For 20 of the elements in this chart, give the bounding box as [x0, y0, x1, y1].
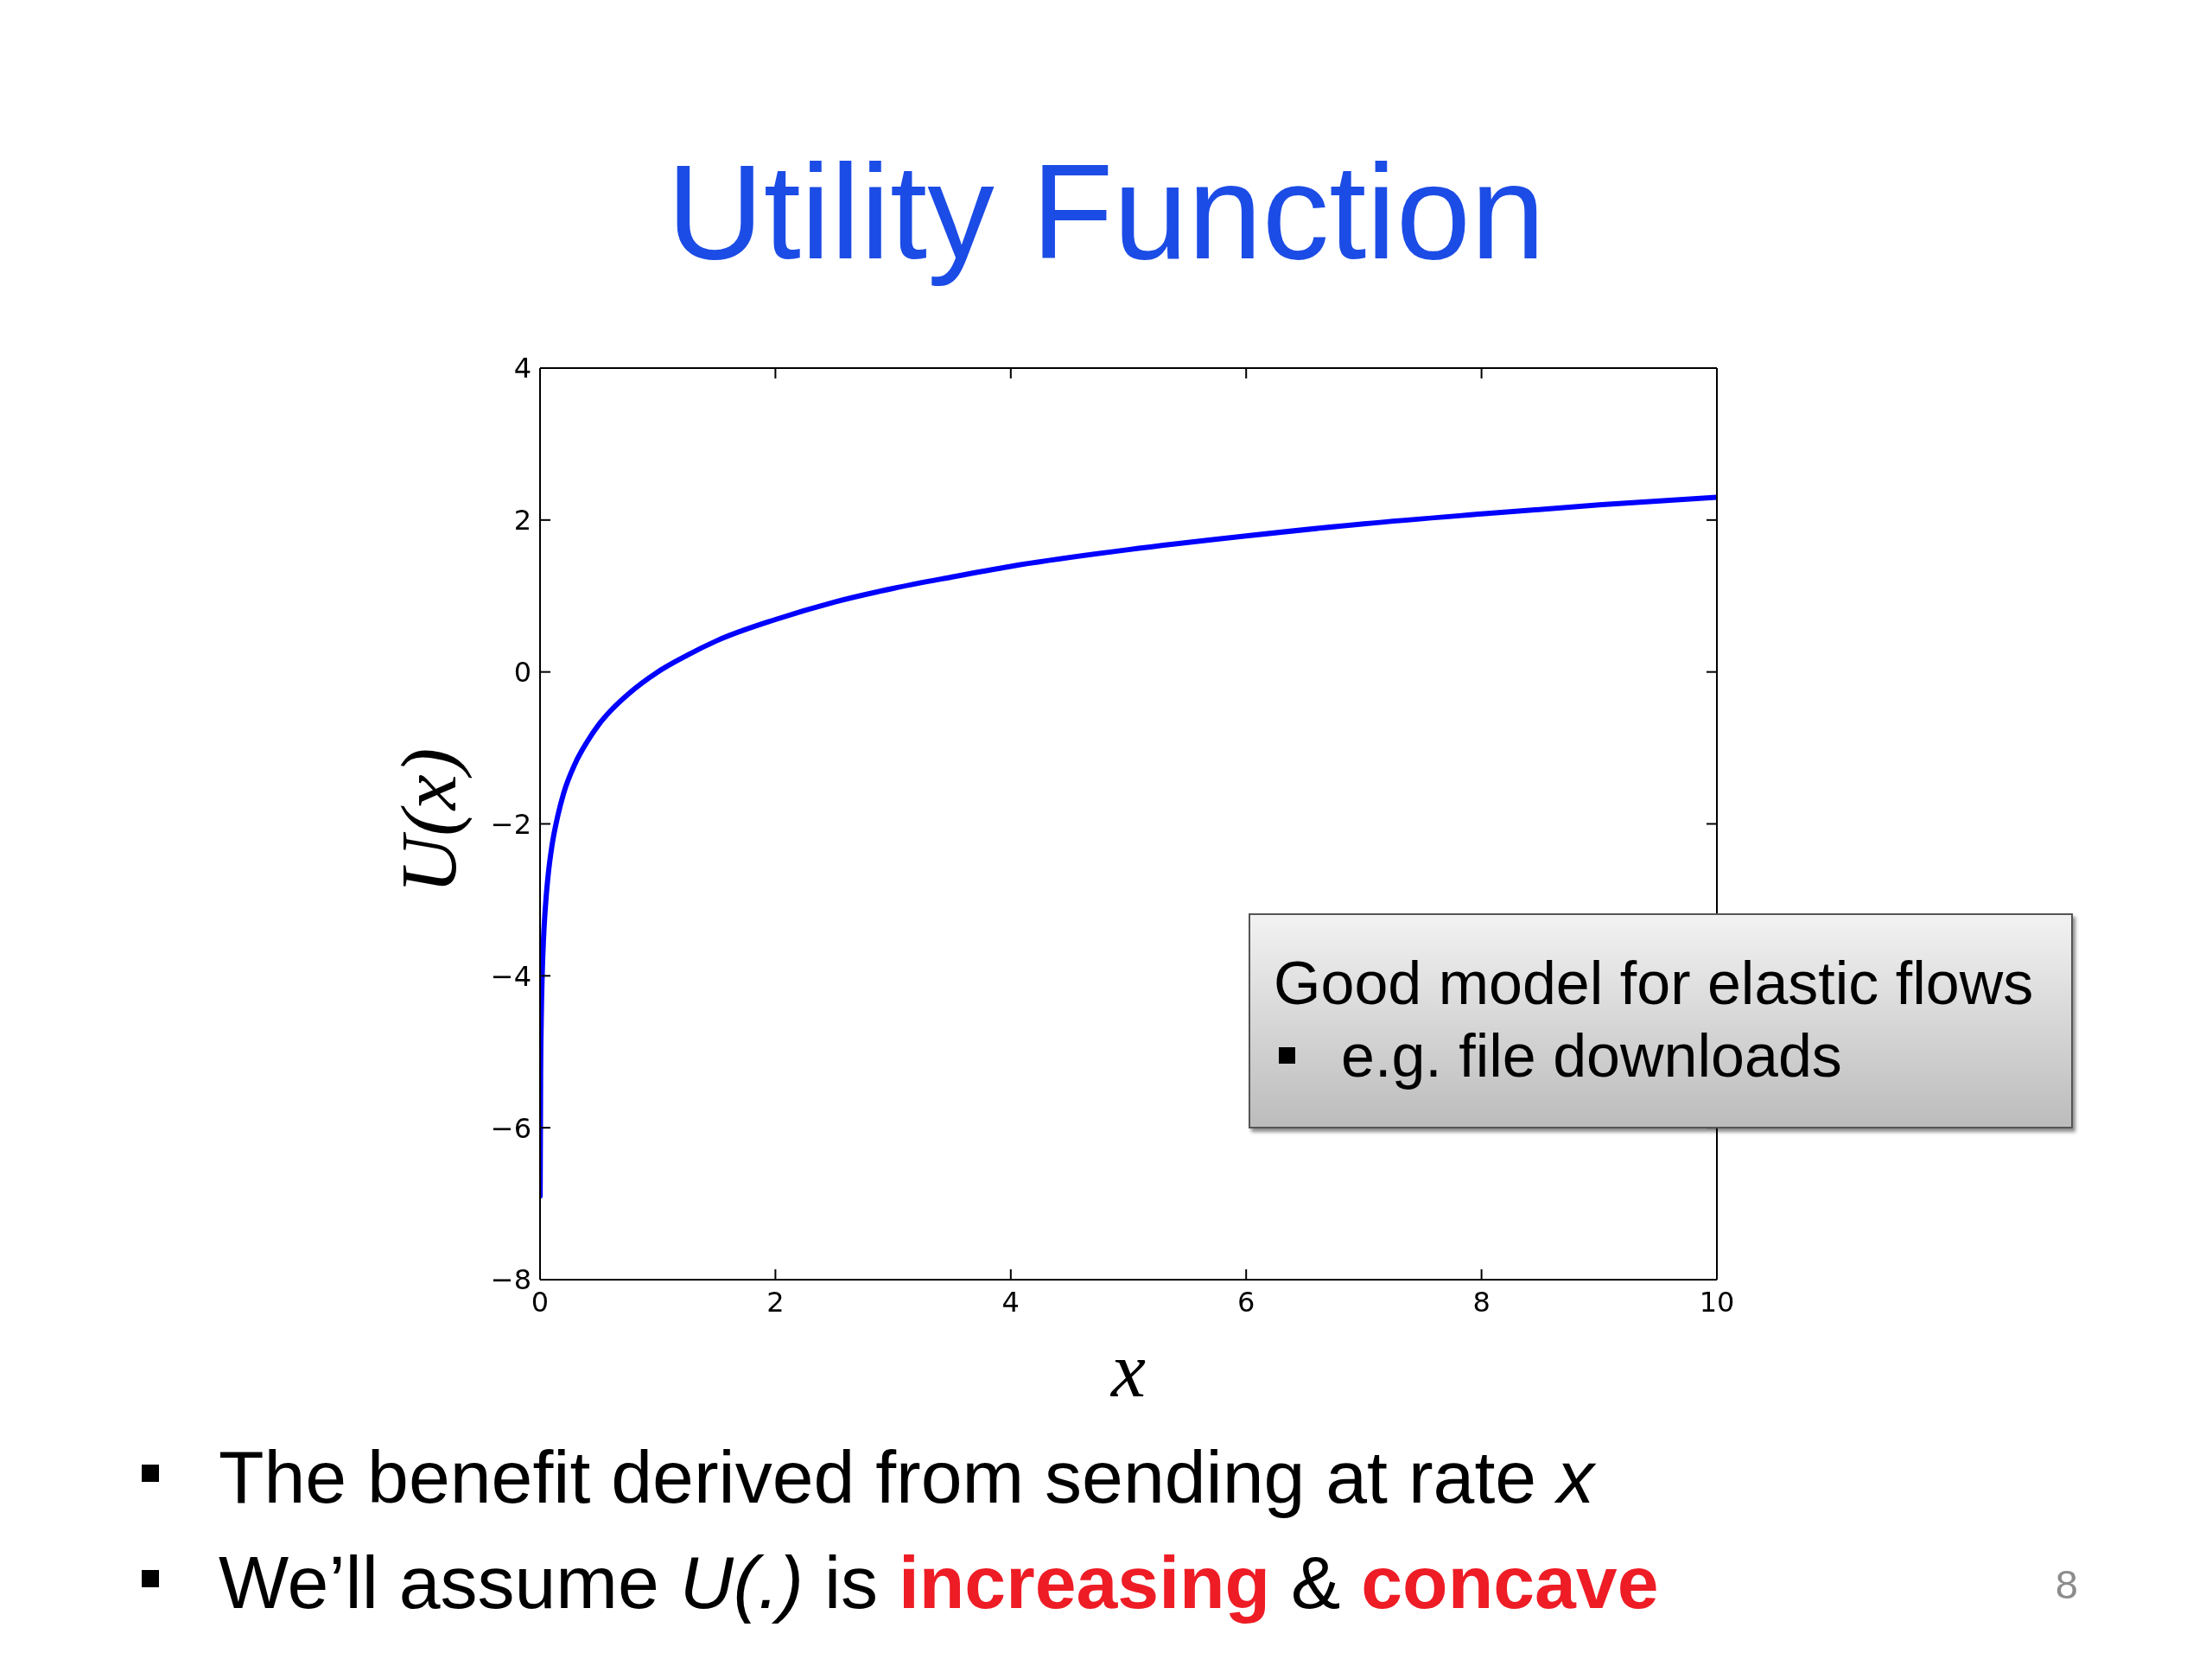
- x-tick-label: 4: [1001, 1285, 1020, 1319]
- text: The benefit derived from sending at rate x: [219, 1435, 1595, 1518]
- annotation: Good model for elastic flows: [1274, 950, 2034, 1017]
- y-tick-label: −8: [490, 1263, 531, 1297]
- x-axis-title: x: [1111, 1327, 1146, 1413]
- x-tick-label: 6: [1237, 1285, 1255, 1319]
- x-tick-label: 10: [1699, 1285, 1735, 1319]
- text: 8: [2055, 1561, 2078, 1607]
- annotation: e.g. file downloads: [1341, 1022, 1842, 1090]
- y-tick-label: −6: [490, 1111, 531, 1145]
- text: We’ll assume U(.) is increasing & concave: [219, 1541, 1659, 1624]
- x-tick-label: 8: [1472, 1285, 1491, 1319]
- y-tick-label: −2: [490, 807, 531, 841]
- y-tick-label: −4: [490, 959, 531, 993]
- y-axis-title: U(x): [385, 747, 473, 894]
- y-tick-label: 4: [513, 352, 531, 385]
- chart-title: Utility Function: [665, 137, 1547, 287]
- y-tick-label: 2: [513, 504, 531, 537]
- y-tick-label: 0: [513, 656, 531, 690]
- x-tick-label: 2: [766, 1285, 785, 1319]
